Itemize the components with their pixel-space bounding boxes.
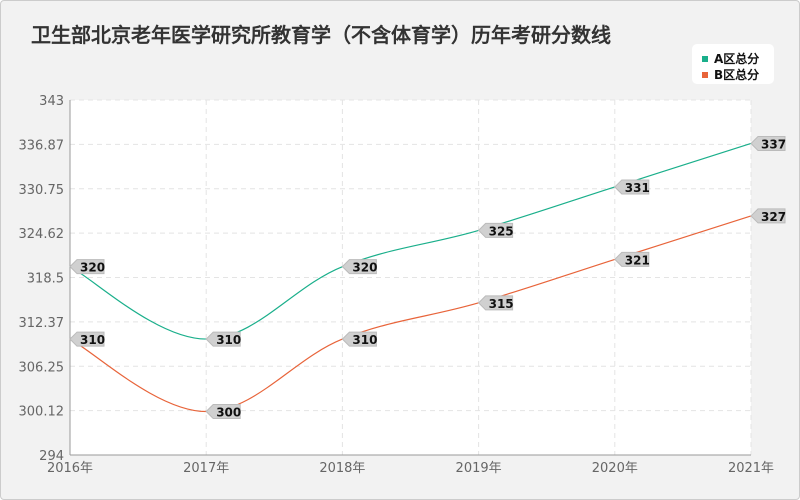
legend: A区总分 B区总分 — [692, 44, 774, 84]
y-tick-label: 306.25 — [19, 360, 65, 375]
chart-title: 卫生部北京老年医学研究所教育学（不含体育学）历年考研分数线 — [31, 23, 611, 47]
y-tick-label: 294 — [39, 449, 64, 464]
y-tick-label: 300.12 — [19, 405, 65, 420]
x-tick-label: 2021年 — [728, 461, 774, 476]
data-label: 310 — [80, 333, 105, 347]
data-label-bg — [614, 251, 650, 267]
y-tick-label: 336.87 — [19, 138, 65, 153]
data-label-bg — [614, 179, 650, 195]
legend-label-a: A区总分 — [714, 52, 760, 66]
x-tick-label: 2017年 — [183, 461, 229, 476]
data-label-bg — [750, 135, 786, 151]
data-label-bg — [750, 208, 786, 224]
legend-swatch-b — [702, 71, 708, 78]
x-tick-label: 2020年 — [592, 461, 638, 476]
data-label-bg — [341, 259, 377, 275]
legend-label-b: B区总分 — [714, 68, 760, 82]
data-label-bg — [477, 222, 514, 238]
data-label-bg — [477, 295, 514, 311]
data-label-bg — [69, 259, 105, 275]
data-label: 320 — [80, 261, 105, 275]
legend-swatch-a — [702, 55, 708, 62]
x-tick-label: 2018年 — [319, 461, 365, 476]
legend-item-b[interactable]: B区总分 — [702, 66, 759, 83]
data-label-bg — [341, 331, 377, 347]
data-label: 327 — [761, 210, 786, 224]
x-tick-label: 2019年 — [456, 461, 502, 476]
data-label-bg — [69, 331, 105, 347]
data-label: 300 — [216, 406, 241, 420]
data-label: 320 — [352, 261, 377, 275]
data-label: 310 — [352, 333, 377, 347]
data-label: 331 — [625, 181, 650, 195]
data-label: 337 — [761, 137, 786, 151]
data-label-bg — [205, 331, 241, 347]
y-tick-label: 330.75 — [19, 183, 65, 198]
data-label: 321 — [625, 253, 650, 267]
x-tick-label: 2016年 — [47, 461, 93, 476]
y-tick-label: 324.62 — [19, 227, 65, 242]
y-tick-label: 343 — [39, 94, 64, 109]
data-label-bg — [205, 404, 241, 420]
y-tick-label: 318.5 — [27, 272, 64, 287]
legend-item-a[interactable]: A区总分 — [702, 50, 759, 67]
data-label: 310 — [216, 333, 241, 347]
data-label: 325 — [489, 224, 514, 238]
y-tick-label: 312.37 — [19, 316, 65, 331]
data-label: 315 — [489, 297, 514, 311]
